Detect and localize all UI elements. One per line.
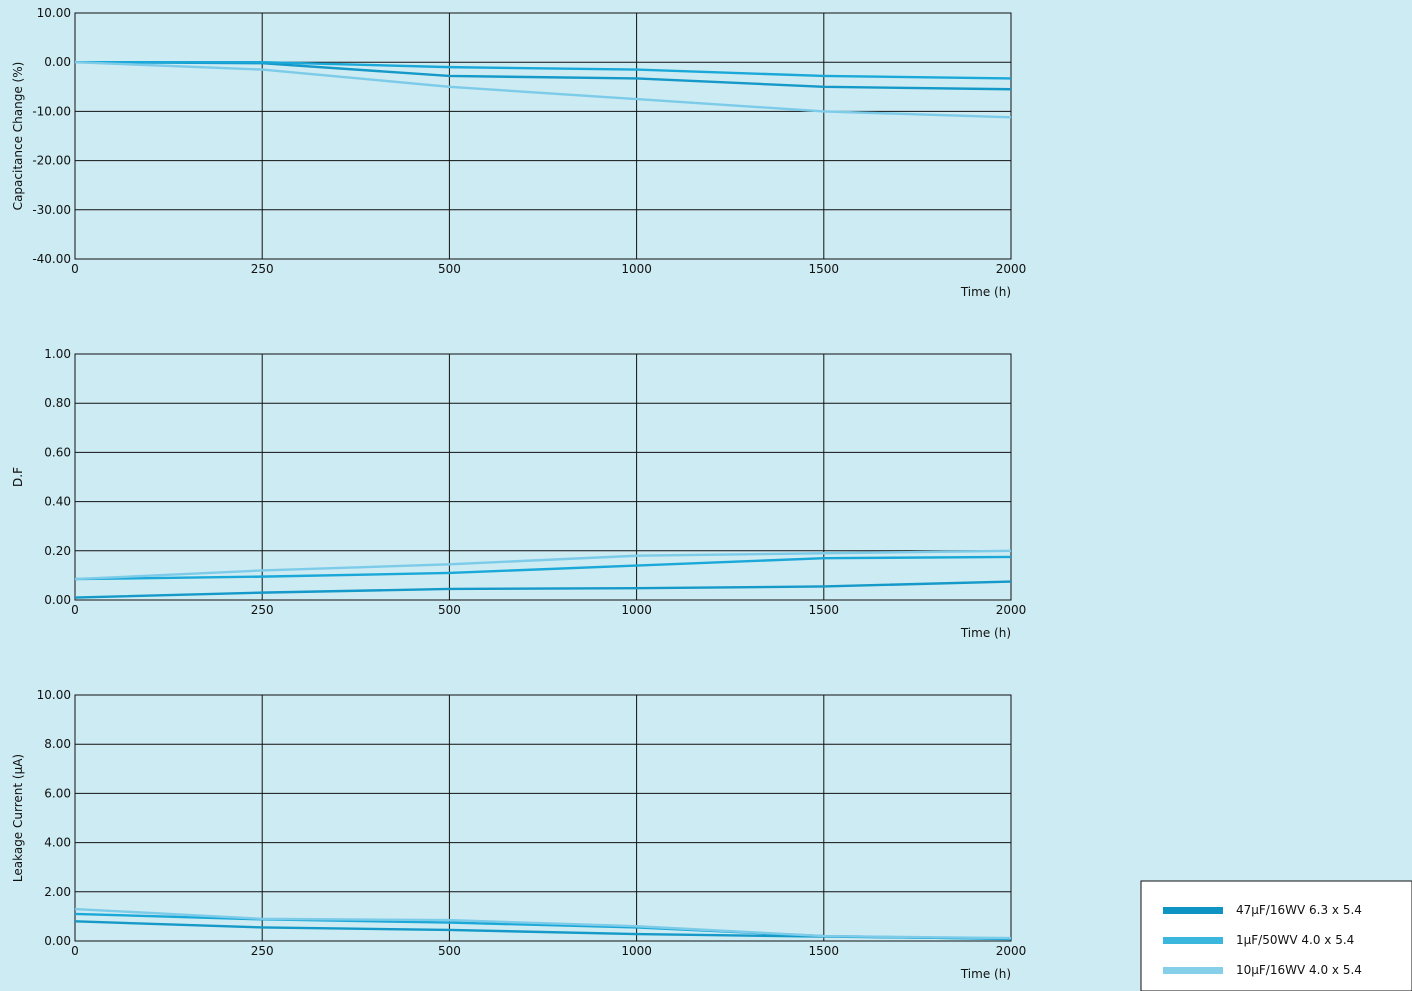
series-line-2 (74, 555, 1012, 581)
y-axis-label: Capacitance Change (%) (11, 62, 25, 211)
y-tick-label: 2.00 (44, 885, 71, 899)
legend-swatch (1163, 907, 1223, 914)
y-tick-label: -10.00 (32, 104, 71, 118)
legend-swatch (1163, 937, 1223, 944)
legend-label: 10μF/16WV 4.0 x 5.4 (1236, 963, 1362, 977)
x-tick-label: 1500 (809, 262, 840, 276)
series-line-3 (74, 907, 1012, 940)
legend-swatch (1163, 967, 1223, 974)
y-tick-label: 0.00 (44, 55, 71, 69)
x-tick-label: 1000 (621, 603, 652, 617)
x-tick-label: 2000 (996, 603, 1027, 617)
y-tick-label: 1.00 (44, 347, 71, 361)
x-tick-label: 2000 (996, 944, 1027, 958)
plot-frame (74, 694, 1012, 942)
x-tick-label: 250 (251, 944, 274, 958)
plot-frame (74, 12, 1012, 260)
series-line-3 (74, 61, 1012, 119)
x-tick-label: 0 (71, 944, 79, 958)
y-tick-label: 6.00 (44, 786, 71, 800)
chart-panel-1: 10.00 0.00 -10.00 -20.00 -30.00 -40.000 250 500… (11, 6, 1026, 299)
series-line-1 (74, 580, 1012, 599)
y-tick-label: -20.00 (32, 154, 71, 168)
legend-label: 47μF/16WV 6.3 x 5.4 (1236, 903, 1362, 917)
x-axis-label: Time (h) (960, 967, 1011, 981)
x-axis-label: Time (h) (960, 285, 1011, 299)
x-tick-label: 250 (251, 603, 274, 617)
y-tick-label: -30.00 (32, 203, 71, 217)
legend: 47μF/16WV 6.3 x 5.4 1μF/50WV 4.0 x 5.4 10μ… (1140, 880, 1412, 991)
y-tick-label: 8.00 (44, 737, 71, 751)
charts-group: 10.000.00-10.00-20.00-30.00-40.000 250 500… (11, 6, 1026, 981)
y-tick-label: 10.00 (37, 6, 71, 20)
series-line-2 (75, 61, 1012, 80)
x-tick-label: 500 (438, 262, 461, 276)
x-tick-label: 500 (438, 944, 461, 958)
y-tick-label: 0.00 (44, 593, 71, 607)
x-axis-label: Time (h) (960, 626, 1011, 640)
y-tick-label: 0.80 (44, 396, 71, 410)
y-tick-label: 10.00 (37, 688, 71, 702)
x-tick-label: 500 (438, 603, 461, 617)
y-tick-label: -40.00 (32, 252, 71, 266)
x-tick-label: 1500 (809, 944, 840, 958)
y-axis-label: Leakage Current (μA) (11, 754, 25, 882)
chart-panel-3: 10.00 8.00 6.00 4.00 2.00 0.000 250 500 1000 1500… (11, 688, 1026, 981)
y-tick-label: 0.00 (44, 934, 71, 948)
y-tick-label: 0.40 (44, 495, 71, 509)
y-tick-label: 0.60 (44, 445, 71, 459)
x-tick-label: 1000 (621, 262, 652, 276)
plot-frame (74, 353, 1012, 601)
x-tick-label: 0 (71, 262, 79, 276)
y-axis-label: D.F (11, 467, 25, 487)
chart-panel-2: 1.00 0.80 0.60 0.40 0.20 0.000 250 500 1000 1500 2… (11, 347, 1026, 640)
y-tick-label: 4.00 (44, 836, 71, 850)
y-tick-label: 0.20 (44, 544, 71, 558)
series-line-3 (74, 549, 1012, 581)
x-tick-label: 2000 (996, 262, 1027, 276)
x-tick-label: 0 (71, 603, 79, 617)
legend-label: 1μF/50WV 4.0 x 5.4 (1236, 933, 1354, 947)
x-tick-label: 250 (251, 262, 274, 276)
x-tick-label: 1000 (621, 944, 652, 958)
x-tick-label: 1500 (809, 603, 840, 617)
